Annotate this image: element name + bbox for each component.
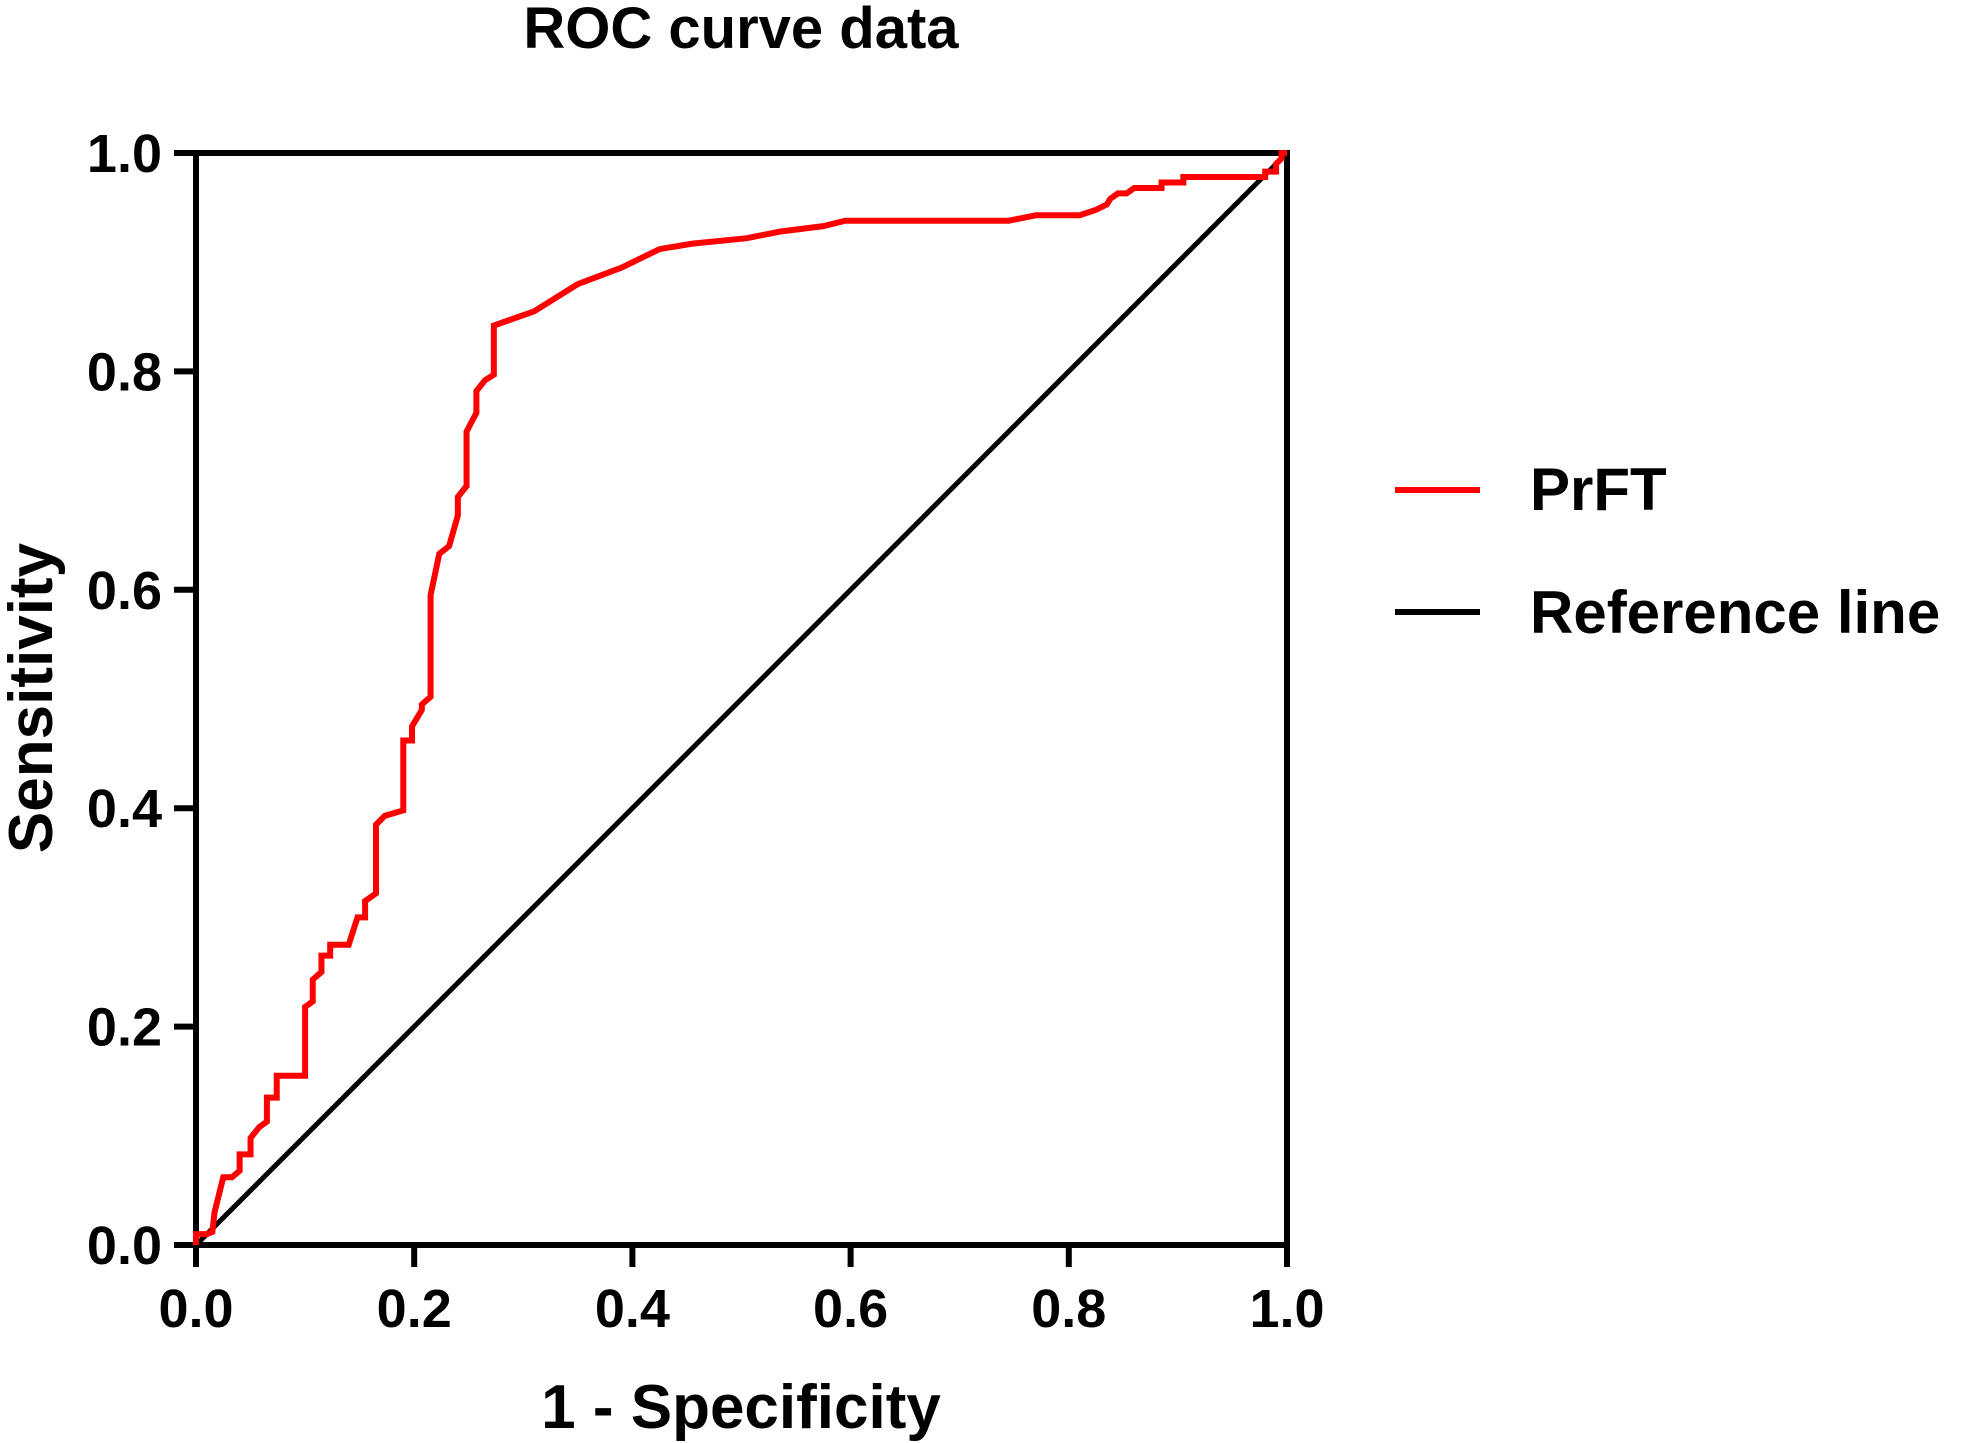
legend: PrFT Reference line <box>1395 456 1940 646</box>
y-axis-title: Sensitivity <box>0 542 66 853</box>
x-tick-label: 0.0 <box>158 1279 233 1339</box>
x-axis-title: 1 - Specificity <box>541 1373 941 1442</box>
y-tick-label: 0.8 <box>87 342 162 402</box>
series-line-reference-line <box>194 151 1289 1247</box>
x-tick-label: 1.0 <box>1249 1279 1324 1339</box>
chart-title: ROC curve data <box>523 0 959 61</box>
y-tick-label: 0.4 <box>87 779 162 839</box>
y-tick-label: 0.6 <box>87 561 162 621</box>
x-tick-label: 0.2 <box>377 1279 452 1339</box>
y-tick-label: 1.0 <box>87 124 162 184</box>
x-tick-label: 0.4 <box>595 1279 670 1339</box>
x-tick-label: 0.6 <box>813 1279 888 1339</box>
y-tick-label: 0.2 <box>87 998 162 1058</box>
plot-area: 0.0 0.2 0.4 0.6 0.8 1.0 0.0 0.2 0.4 0.6 0.8 1.0 <box>87 124 1325 1339</box>
x-tick-label: 0.8 <box>1031 1279 1106 1339</box>
legend-label-prft: PrFT <box>1530 456 1667 523</box>
series-line-prft <box>193 150 1287 1245</box>
legend-label-reference-line: Reference line <box>1530 579 1940 646</box>
y-tick-label: 0.0 <box>87 1216 162 1276</box>
